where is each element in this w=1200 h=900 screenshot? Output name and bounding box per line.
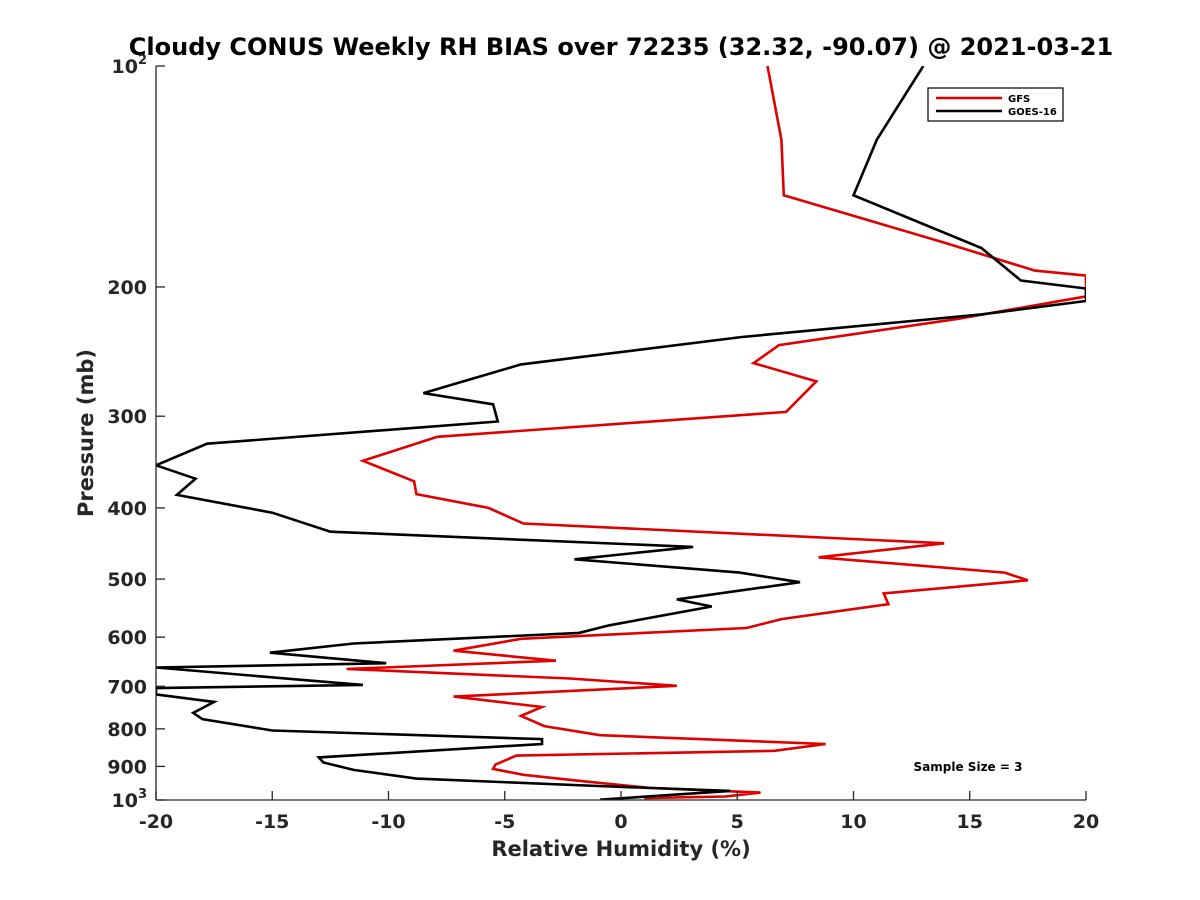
y-tick-label: 700 bbox=[107, 676, 147, 698]
y-axis: 102 200 300 400 500 600 700 800 900 103 bbox=[107, 53, 165, 812]
x-tick-label: 5 bbox=[731, 811, 744, 833]
x-tick-label: -15 bbox=[255, 811, 289, 833]
x-tick-label: -20 bbox=[139, 811, 173, 833]
series-line-goes-16 bbox=[156, 66, 1086, 800]
y-tick-label: 900 bbox=[107, 756, 147, 778]
plot-area bbox=[155, 66, 1086, 801]
legend-label-gfs: GFS bbox=[1008, 94, 1030, 105]
x-tick-label: -5 bbox=[494, 811, 515, 833]
y-tick-label: 800 bbox=[107, 719, 147, 741]
y-axis-label: Pressure (mb) bbox=[74, 349, 98, 517]
chart-title: Cloudy CONUS Weekly RH BIAS over 72235 (… bbox=[129, 33, 1113, 61]
y-tick-label: 400 bbox=[107, 498, 147, 520]
series-line-gfs bbox=[346, 66, 1086, 800]
y-tick-label: 500 bbox=[107, 569, 147, 591]
y-tick-label: 300 bbox=[107, 406, 147, 428]
y-tick-label: 200 bbox=[107, 277, 147, 299]
x-tick-label: 15 bbox=[957, 811, 983, 833]
x-tick-label: 20 bbox=[1073, 811, 1099, 833]
sample-size-annotation: Sample Size = 3 bbox=[914, 760, 1023, 774]
y-tick-label: 600 bbox=[107, 627, 147, 649]
x-axis: -20 -15 -10 -5 0 5 10 15 20 bbox=[139, 791, 1099, 833]
legend-box bbox=[927, 87, 1064, 122]
legend-label-goes-16: GOES-16 bbox=[1008, 107, 1057, 118]
x-tick-label: 0 bbox=[614, 811, 627, 833]
y-tick-label: 103 bbox=[112, 787, 148, 812]
y-tick-label: 102 bbox=[112, 53, 148, 78]
legend: GFS GOES-16 bbox=[927, 87, 1064, 122]
x-tick-label: -10 bbox=[371, 811, 405, 833]
x-axis-label: Relative Humidity (%) bbox=[491, 837, 750, 861]
x-tick-label: 10 bbox=[840, 811, 866, 833]
